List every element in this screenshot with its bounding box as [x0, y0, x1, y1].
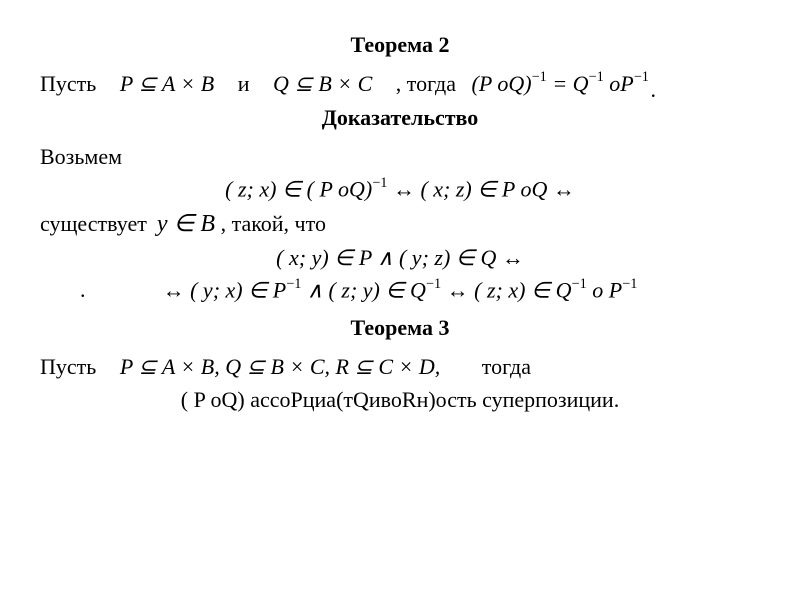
- exists-label: существует: [40, 211, 147, 236]
- pl3sup1: −1: [286, 276, 301, 292]
- proof-line2: ( x; y) ∈ P ∧ ( y; z) ∈ Q ↔: [40, 245, 760, 271]
- pl3sup4: −1: [622, 276, 637, 292]
- pl1a: ( z; x) ∈ ( P оQ): [225, 177, 372, 202]
- take-label: Возьмем: [40, 139, 760, 174]
- pl3sup2: −1: [426, 276, 441, 292]
- theorem3-statement: Пусть P ⊆ A × B, Q ⊆ B × C, R ⊆ C × D, т…: [40, 349, 760, 384]
- theorem3-assoc: ( P оQ) ассоРциа(тQивоRн)ость суперпозиц…: [40, 387, 760, 413]
- pl3sup3: −1: [572, 276, 587, 292]
- theorem2-title: Теорема 2: [40, 32, 760, 58]
- rhs-pq: P оQ: [479, 71, 524, 96]
- q-subset: Q ⊆ B × C: [273, 71, 372, 96]
- pl1sup: −1: [372, 175, 387, 191]
- t3-subsets: P ⊆ A × B, Q ⊆ B × C, R ⊆ C × D,: [120, 354, 440, 379]
- proof-line3: . ↔ ( y; x) ∈ P−1 ∧ ( z; y) ∈ Q−1 ↔ ( z;…: [40, 277, 760, 303]
- rhs-open: (: [472, 71, 479, 96]
- p-subset: P ⊆ A × B: [120, 71, 214, 96]
- and-label: и: [238, 71, 250, 96]
- eq-q: = Q: [552, 71, 588, 96]
- proof-title: Доказательство: [40, 105, 760, 131]
- let-label: Пусть: [40, 71, 96, 96]
- y-in-b: y ∈ B: [157, 211, 215, 237]
- page: Теорема 2 Пусть P ⊆ A × B и Q ⊆ B × C , …: [0, 0, 800, 600]
- let3-label: Пусть: [40, 354, 96, 379]
- pl1b: ↔ ( x; z) ∈ P оQ ↔: [387, 177, 574, 202]
- assoc-text: ( P оQ) ассоРциа(тQивоRн)ость суперпозиц…: [181, 387, 619, 412]
- trailing-dot: .: [80, 277, 86, 303]
- pl2: ( x; y) ∈ P ∧ ( y; z) ∈ Q ↔: [276, 245, 524, 270]
- sup2: −1: [589, 69, 604, 85]
- exists-line: существует y ∈ B , такой, что: [40, 205, 760, 243]
- such-that: , такой, что: [215, 211, 326, 236]
- rhs-close: ): [524, 71, 531, 96]
- then3-label: тогда: [482, 354, 531, 379]
- circ: о: [609, 71, 620, 96]
- pl3b: ∧ ( z; y) ∈ Q: [301, 277, 425, 302]
- sup1: −1: [532, 69, 547, 85]
- proof-line1: ( z; x) ∈ ( P оQ)−1 ↔ ( x; z) ∈ P оQ ↔: [40, 176, 760, 202]
- end-dot: .: [650, 77, 656, 102]
- sup3: −1: [634, 69, 649, 85]
- pl3a: ↔ ( y; x) ∈ P: [163, 277, 287, 302]
- theorem3-title: Теорема 3: [40, 315, 760, 341]
- theorem2-statement: Пусть P ⊆ A × B и Q ⊆ B × C , тогда (P о…: [40, 66, 760, 101]
- p-end: P: [620, 71, 633, 96]
- pl3c: ↔ ( z; x) ∈ Q: [441, 277, 571, 302]
- then-label: , тогда: [396, 71, 456, 96]
- pl3d: о P: [587, 277, 622, 302]
